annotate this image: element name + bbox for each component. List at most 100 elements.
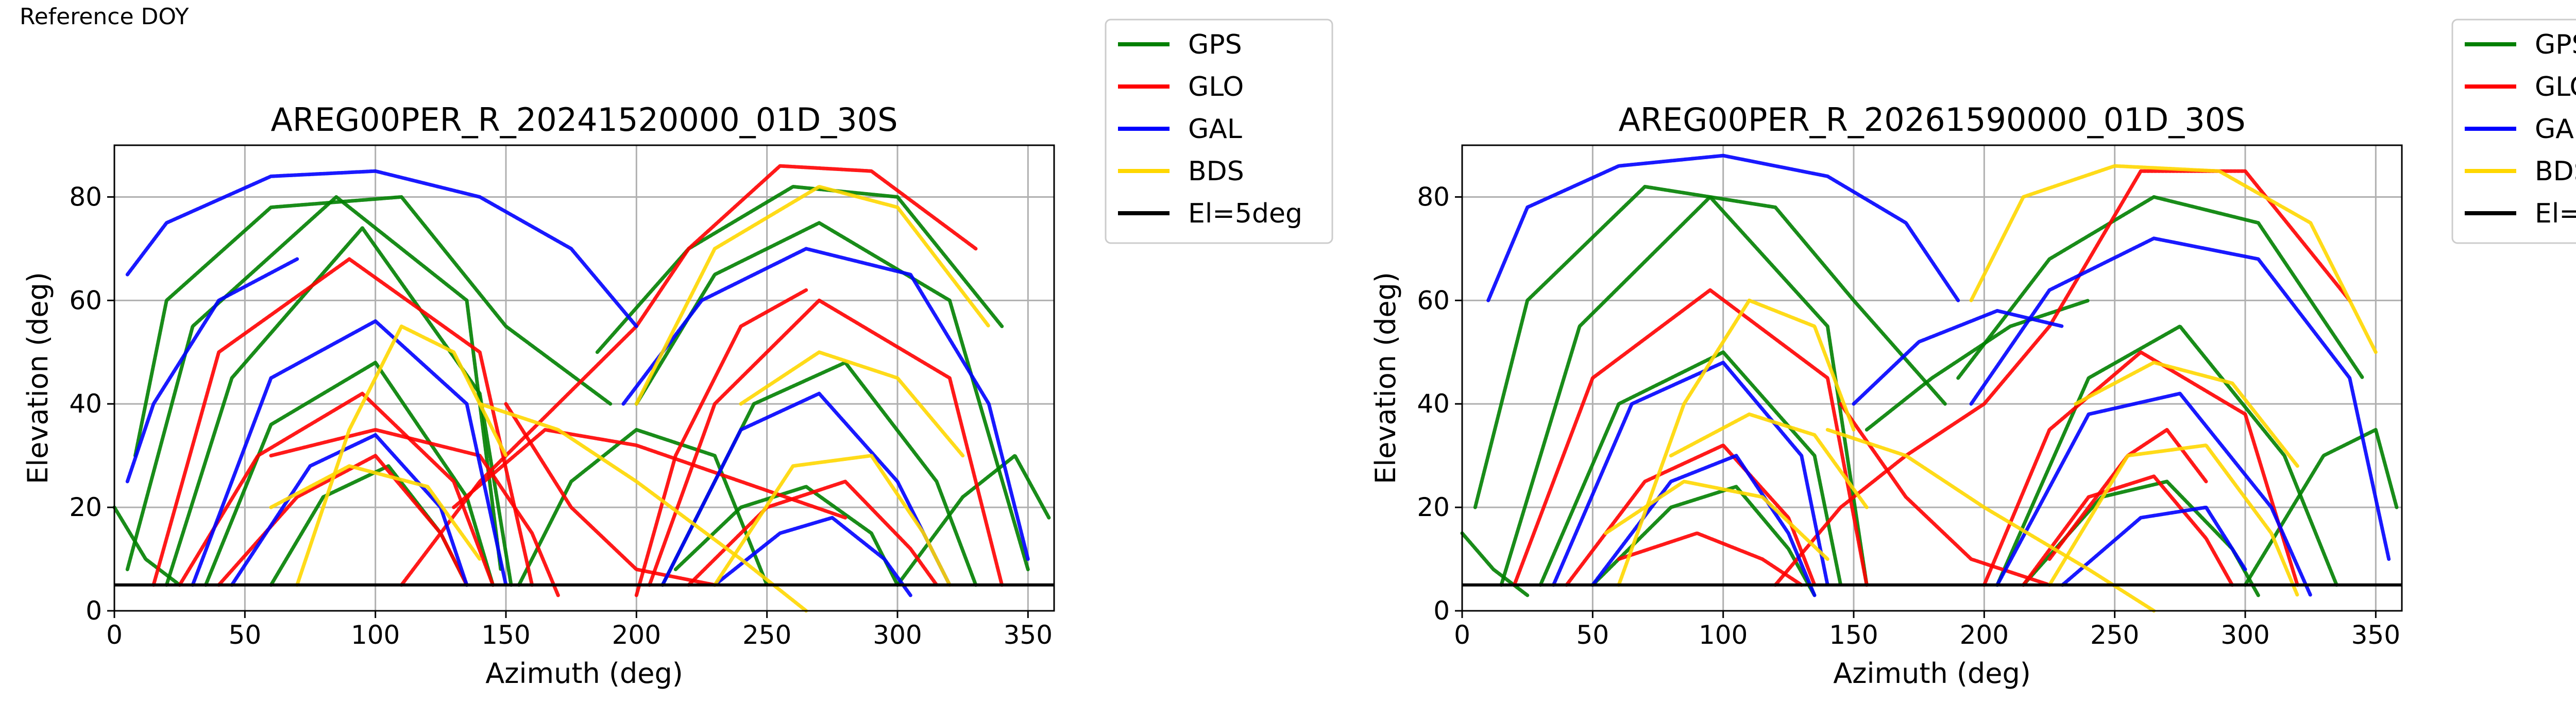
satellite-track bbox=[191, 319, 508, 587]
satellite-track bbox=[164, 226, 513, 587]
satellite-track bbox=[687, 479, 939, 587]
series-gal bbox=[125, 169, 1030, 597]
x-tick-label: 0 bbox=[1454, 620, 1470, 650]
x-tick-label: 300 bbox=[2221, 620, 2269, 650]
satellite-track bbox=[112, 505, 182, 587]
y-tick-label: 80 bbox=[1417, 182, 1450, 212]
series-bds bbox=[1604, 164, 2378, 613]
legend-label: GLO bbox=[2535, 72, 2576, 102]
satellite-track bbox=[2243, 427, 2399, 587]
y-tick-label: 20 bbox=[1417, 492, 1450, 522]
y-tick-label: 40 bbox=[1417, 389, 1450, 419]
x-tick-label: 50 bbox=[229, 620, 262, 650]
legend-label: GAL bbox=[1188, 114, 1242, 145]
legend-label: El=5deg bbox=[2535, 198, 2576, 229]
satellite-track bbox=[634, 184, 991, 406]
x-tick-label: 350 bbox=[2351, 620, 2400, 650]
satellite-track bbox=[673, 485, 900, 587]
satellite-track bbox=[739, 350, 965, 458]
x-tick-label: 200 bbox=[612, 620, 661, 650]
satellite-track bbox=[1865, 298, 2091, 432]
satellite-track bbox=[478, 402, 808, 613]
satellite-track bbox=[1839, 402, 2052, 587]
satellite-track bbox=[1512, 288, 1869, 587]
satellite-track bbox=[1538, 350, 1843, 587]
satellite-track bbox=[621, 247, 1030, 561]
series-gps bbox=[112, 184, 1051, 587]
satellite-track bbox=[125, 257, 299, 484]
chart-panel-1: 0 50 100 150 200 250 300 350 0 20 40 60 80 AREG00PER_… bbox=[22, 19, 1333, 690]
satellite-track bbox=[2060, 505, 2247, 587]
satellite-track bbox=[217, 454, 469, 587]
satellite-track bbox=[133, 195, 613, 458]
legend: GPS GLO GAL BDS El=5deg bbox=[2451, 19, 2576, 244]
satellite-track bbox=[178, 391, 495, 587]
y-tick-label: 0 bbox=[1433, 596, 1450, 626]
satellite-track bbox=[1617, 531, 1804, 587]
satellite-track bbox=[1590, 485, 1817, 597]
x-tick-label: 100 bbox=[351, 620, 400, 650]
satellite-track bbox=[2021, 474, 2234, 587]
chart-title: AREG00PER_R_20261590000_01D_30S bbox=[1618, 101, 2245, 139]
satellite-track bbox=[1473, 184, 1947, 509]
x-tick-label: 200 bbox=[1960, 620, 2009, 650]
legend-label: GPS bbox=[2535, 29, 2576, 60]
y-tick-label: 60 bbox=[69, 285, 102, 315]
satellite-track bbox=[2047, 443, 2299, 597]
y-axis-label: Elevation (deg) bbox=[1369, 272, 1402, 484]
satellite-track bbox=[1982, 350, 2299, 587]
legend-label: BDS bbox=[2535, 156, 2576, 187]
x-tick-label: 250 bbox=[2090, 620, 2139, 650]
satellite-track bbox=[1969, 164, 2378, 354]
satellite-track bbox=[1969, 236, 2391, 561]
y-tick-label: 0 bbox=[86, 596, 102, 626]
satellite-track bbox=[517, 427, 769, 587]
x-tick-label: 100 bbox=[1699, 620, 1748, 650]
y-tick-label: 40 bbox=[69, 389, 102, 419]
x-tick-label: 150 bbox=[1829, 620, 1878, 650]
satellite-track bbox=[504, 402, 717, 587]
satellite-track bbox=[1825, 427, 2156, 613]
series-gal bbox=[1486, 153, 2391, 597]
legend: GPS GLO GAL BDS El=5deg bbox=[1105, 19, 1333, 244]
y-tick-label: 60 bbox=[1417, 285, 1450, 315]
legend-box bbox=[1105, 19, 1333, 244]
chart-title: AREG00PER_R_20241520000_01D_30S bbox=[270, 101, 897, 139]
satellite-track bbox=[125, 195, 503, 572]
satellite-track bbox=[1852, 308, 2064, 406]
x-tick-label: 150 bbox=[481, 620, 530, 650]
satellite-track bbox=[713, 516, 912, 597]
satellite-track bbox=[1499, 195, 1869, 587]
satellite-track bbox=[1590, 454, 1817, 597]
satellite-track bbox=[295, 324, 508, 587]
x-tick-label: 0 bbox=[106, 620, 123, 650]
satellite-track bbox=[1460, 531, 1530, 597]
satellite-track bbox=[2074, 361, 2299, 468]
x-axis-label: Azimuth (deg) bbox=[485, 657, 683, 690]
satellite-track bbox=[1995, 324, 2338, 587]
legend-label: GPS bbox=[1188, 29, 1242, 60]
x-tick-label: 250 bbox=[742, 620, 791, 650]
plot-frame bbox=[1461, 144, 2403, 612]
satellite-track bbox=[713, 454, 952, 587]
satellite-track bbox=[1773, 169, 2352, 587]
satellite-track bbox=[204, 361, 495, 587]
x-axis-label: Azimuth (deg) bbox=[1833, 657, 2031, 690]
y-axis-label: Elevation (deg) bbox=[22, 272, 54, 484]
satellite-track bbox=[399, 164, 978, 587]
satellite-track bbox=[2047, 427, 2208, 561]
y-tick-label: 20 bbox=[69, 492, 102, 522]
legend-label: GAL bbox=[2535, 114, 2576, 145]
satellite-track bbox=[1604, 479, 1829, 561]
satellite-track bbox=[230, 433, 469, 587]
series-glo bbox=[1512, 169, 2352, 587]
satellite-track bbox=[269, 464, 482, 561]
satellite-track bbox=[125, 169, 638, 329]
x-tick-label: 50 bbox=[1577, 620, 1609, 650]
satellite-track bbox=[1956, 195, 2365, 380]
legend-label: BDS bbox=[1188, 156, 1244, 187]
page-title: Reference DOY bbox=[20, 4, 189, 30]
satellite-track bbox=[595, 184, 1004, 354]
satellite-track bbox=[1995, 391, 2313, 597]
